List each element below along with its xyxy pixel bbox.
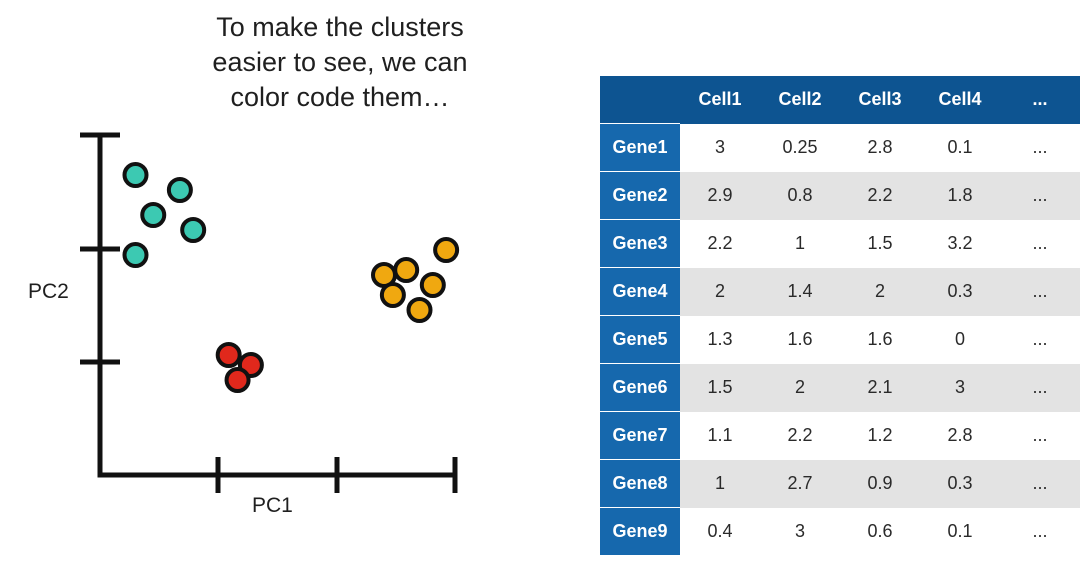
table-cell: ...	[1000, 459, 1080, 508]
table-cell: 3	[760, 507, 840, 555]
table-cell: 0.1	[920, 123, 1000, 172]
table-cell: 3	[920, 363, 1000, 412]
table-cell: 3.2	[920, 219, 1000, 268]
table-cell: 1.2	[840, 411, 920, 460]
table-cell: 1.6	[760, 315, 840, 364]
table-cell: 2.2	[760, 411, 840, 460]
table-cell: 2.7	[760, 459, 840, 508]
row-header: Gene7	[600, 411, 680, 460]
caption-line-3: color code them…	[230, 82, 450, 112]
data-point	[215, 342, 242, 368]
table-cell: ...	[1000, 411, 1080, 460]
column-header: Cell1	[680, 76, 760, 124]
data-point	[180, 217, 207, 243]
table-row: Gene4 2 1.4 2 0.3...	[600, 267, 1080, 316]
table-cell: ...	[1000, 363, 1080, 412]
table-cell: ...	[1000, 219, 1080, 268]
data-point	[122, 242, 149, 268]
table-header-row: Cell1 Cell2 Cell3 Cell4 ...	[600, 76, 1080, 124]
row-header: Gene5	[600, 315, 680, 364]
column-header: Cell3	[840, 76, 920, 124]
table-cell: ...	[1000, 507, 1080, 555]
data-point	[122, 162, 149, 188]
table-cell: 1	[760, 219, 840, 268]
table-cell: 0.25	[760, 123, 840, 172]
table-cell: 1.8	[920, 171, 1000, 220]
table-cell: 1.3	[680, 315, 760, 364]
table-cell: 0.8	[760, 171, 840, 220]
pca-scatter-plot	[80, 132, 460, 493]
row-header: Gene9	[600, 507, 680, 555]
table-cell: 1.5	[680, 363, 760, 412]
table-cell: 2	[760, 363, 840, 412]
table-cell: ...	[1000, 171, 1080, 220]
table-row: Gene5 1.3 1.6 1.6 0...	[600, 315, 1080, 364]
caption-line-1: To make the clusters	[216, 12, 464, 42]
data-point	[140, 202, 167, 228]
table-row: Gene9 0.4 3 0.6 0.1...	[600, 507, 1080, 555]
row-header: Gene6	[600, 363, 680, 412]
data-point	[393, 257, 420, 283]
expression-table: Cell1 Cell2 Cell3 Cell4 ... Gene1 3 0.25 2.…	[600, 76, 1080, 555]
table-cell: 2.8	[920, 411, 1000, 460]
table-cell: 2	[840, 267, 920, 316]
table-cell: 1.4	[760, 267, 840, 316]
table-cell: 0.3	[920, 267, 1000, 316]
table-cell: 2	[680, 267, 760, 316]
column-header: Cell2	[760, 76, 840, 124]
table-cell: 0.4	[680, 507, 760, 555]
table-cell: 0.9	[840, 459, 920, 508]
table-cell: 0.1	[920, 507, 1000, 555]
table-corner-cell	[600, 76, 680, 124]
table-cell: ...	[1000, 123, 1080, 172]
data-point	[419, 272, 446, 298]
row-header: Gene1	[600, 123, 680, 172]
table-cell: 0	[920, 315, 1000, 364]
table-row: Gene6 1.5 2 2.1 3...	[600, 363, 1080, 412]
table-cell: 1.6	[840, 315, 920, 364]
data-point	[224, 367, 251, 393]
table-cell: 1.1	[680, 411, 760, 460]
column-header: ...	[1000, 76, 1080, 124]
data-points	[122, 162, 460, 393]
data-point	[379, 282, 406, 308]
axes	[80, 132, 458, 493]
table-cell: 2.9	[680, 171, 760, 220]
table-row: Gene2 2.9 0.8 2.2 1.8...	[600, 171, 1080, 220]
caption-line-2: easier to see, we can	[212, 47, 468, 77]
table-cell: ...	[1000, 267, 1080, 316]
table-cell: 3	[680, 123, 760, 172]
table-cell: 2.8	[840, 123, 920, 172]
table-cell: 0.6	[840, 507, 920, 555]
data-point	[433, 237, 460, 263]
column-header: Cell4	[920, 76, 1000, 124]
table-cell: 1	[680, 459, 760, 508]
table-cell: 2.2	[680, 219, 760, 268]
row-header: Gene2	[600, 171, 680, 220]
table-cell: 1.5	[840, 219, 920, 268]
row-header: Gene8	[600, 459, 680, 508]
table-row: Gene7 1.1 2.2 1.2 2.8...	[600, 411, 1080, 460]
data-point	[166, 177, 193, 203]
table-row: Gene1 3 0.25 2.8 0.1...	[600, 123, 1080, 172]
table-row: Gene8 1 2.7 0.9 0.3...	[600, 459, 1080, 508]
table-row: Gene3 2.2 1 1.5 3.2...	[600, 219, 1080, 268]
caption: To make the clusters easier to see, we c…	[185, 10, 495, 115]
x-axis-label: PC1	[252, 494, 293, 517]
data-point	[406, 297, 433, 323]
y-axis-label: PC2	[28, 280, 69, 303]
row-header: Gene3	[600, 219, 680, 268]
row-header: Gene4	[600, 267, 680, 316]
table-cell: 0.3	[920, 459, 1000, 508]
table-cell: ...	[1000, 315, 1080, 364]
table-cell: 2.2	[840, 171, 920, 220]
table-cell: 2.1	[840, 363, 920, 412]
